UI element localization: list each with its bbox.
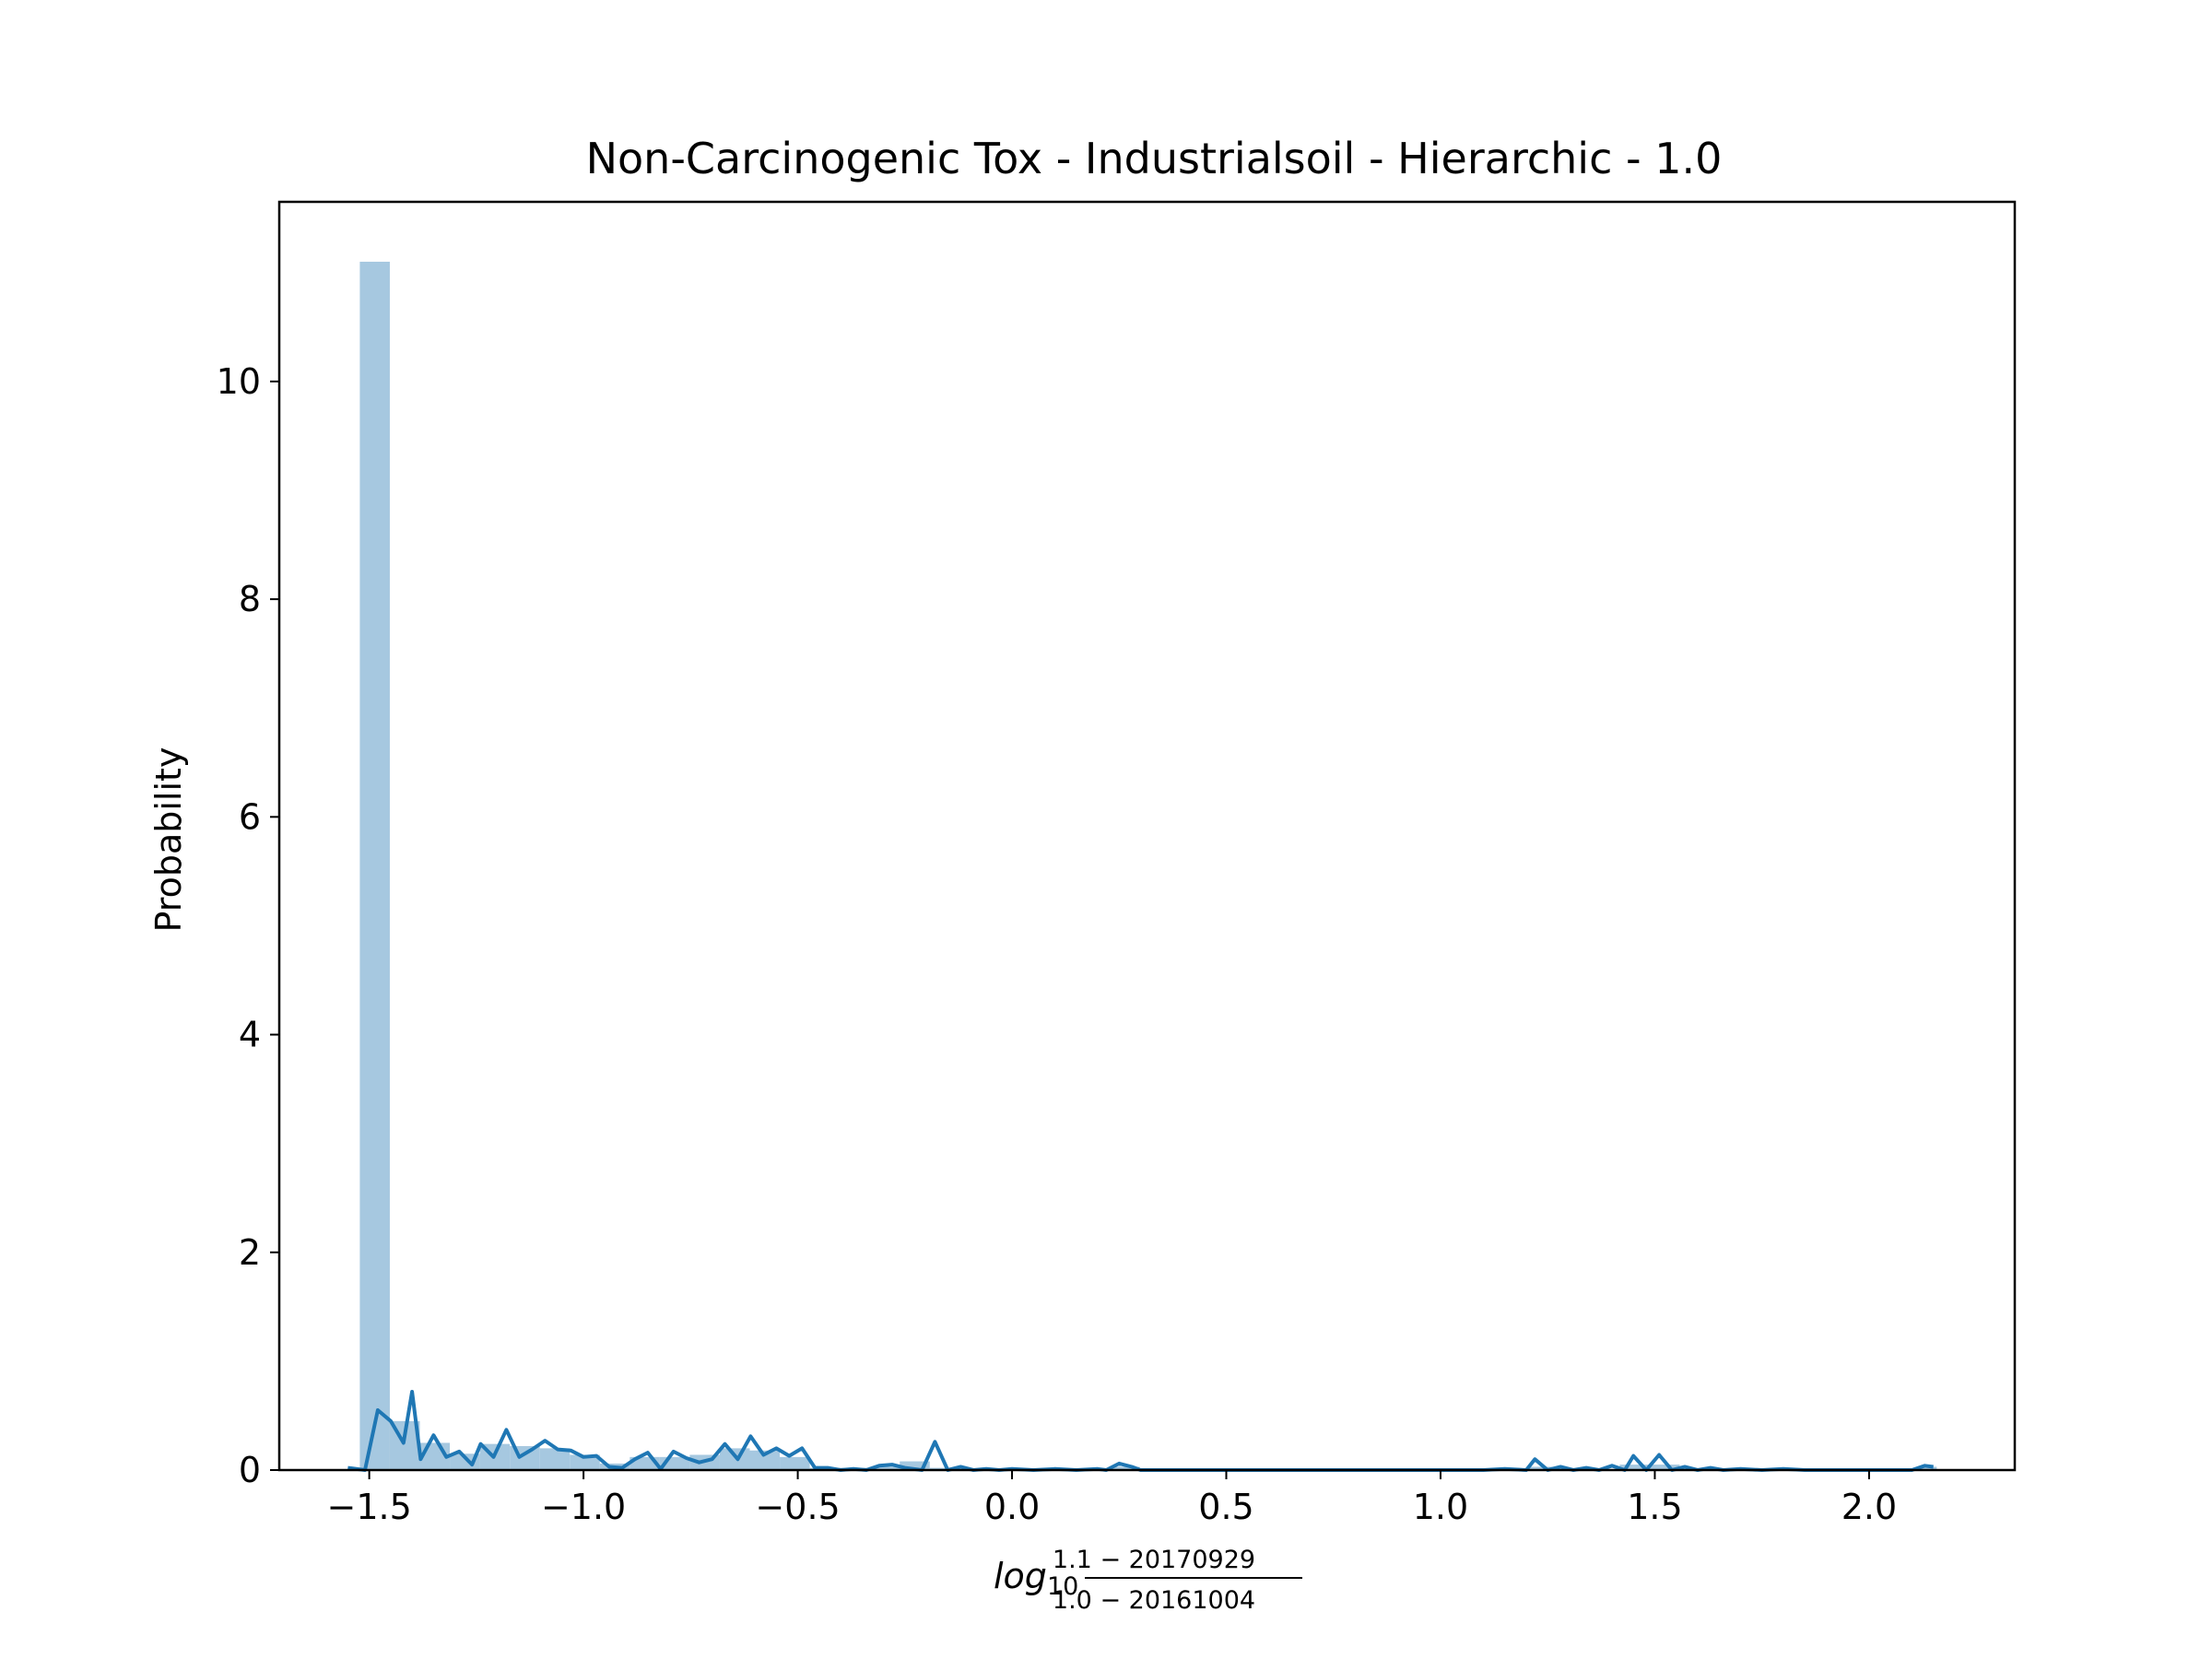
x-tick-label: −0.5 <box>755 1487 840 1527</box>
x-axis-label-numerator: 1.1 − 20170929 <box>1053 1546 1255 1574</box>
y-tick-label: 0 <box>239 1450 261 1490</box>
x-axis-label-base: 10 <box>1047 1572 1078 1601</box>
y-tick-label: 10 <box>217 361 261 402</box>
histogram-bar <box>570 1454 600 1470</box>
histogram-bar <box>359 261 390 1470</box>
histogram-bar <box>1649 1465 1680 1470</box>
histogram-bar <box>749 1450 781 1470</box>
y-tick-label: 2 <box>239 1232 261 1273</box>
x-tick-label: 0.5 <box>1198 1487 1253 1527</box>
histogram-bar <box>1919 1466 1937 1470</box>
histogram-bar <box>869 1466 900 1470</box>
histogram-bar <box>1619 1465 1650 1470</box>
y-tick-label: 8 <box>239 579 261 619</box>
x-tick-label: 2.0 <box>1841 1487 1897 1527</box>
x-axis-label-log: log <box>994 1556 1047 1596</box>
y-axis-ticks: 0 2 4 6 8 10 <box>217 361 279 1490</box>
x-axis-label: log 10 1.1 − 20170929 1.0 − 20161004 <box>994 1546 1302 1615</box>
histogram-bar <box>900 1461 930 1470</box>
x-tick-label: 1.5 <box>1627 1487 1682 1527</box>
y-axis-label: Probability <box>148 747 189 933</box>
y-tick-label: 6 <box>239 796 261 837</box>
plot-area-frame <box>277 200 2017 1472</box>
histogram-bar <box>1110 1466 1140 1470</box>
histogram-bar <box>539 1448 571 1470</box>
x-axis-ticks: −1.5 −1.0 −0.5 0.0 0.5 1.0 1.5 2.0 <box>326 1470 1897 1527</box>
chart-title: Non-Carcinogenic Tox - Industrialsoil - … <box>586 134 1723 183</box>
histogram-bar <box>780 1456 810 1470</box>
x-tick-label: 1.0 <box>1413 1487 1468 1527</box>
histogram-bar <box>719 1448 750 1470</box>
x-tick-label: 0.0 <box>984 1487 1040 1527</box>
x-tick-label: −1.5 <box>326 1487 411 1527</box>
x-tick-label: −1.0 <box>541 1487 626 1527</box>
x-axis-label-denominator: 1.0 − 20161004 <box>1053 1586 1255 1615</box>
y-tick-label: 4 <box>239 1015 261 1055</box>
histogram-bars <box>359 261 1937 1470</box>
